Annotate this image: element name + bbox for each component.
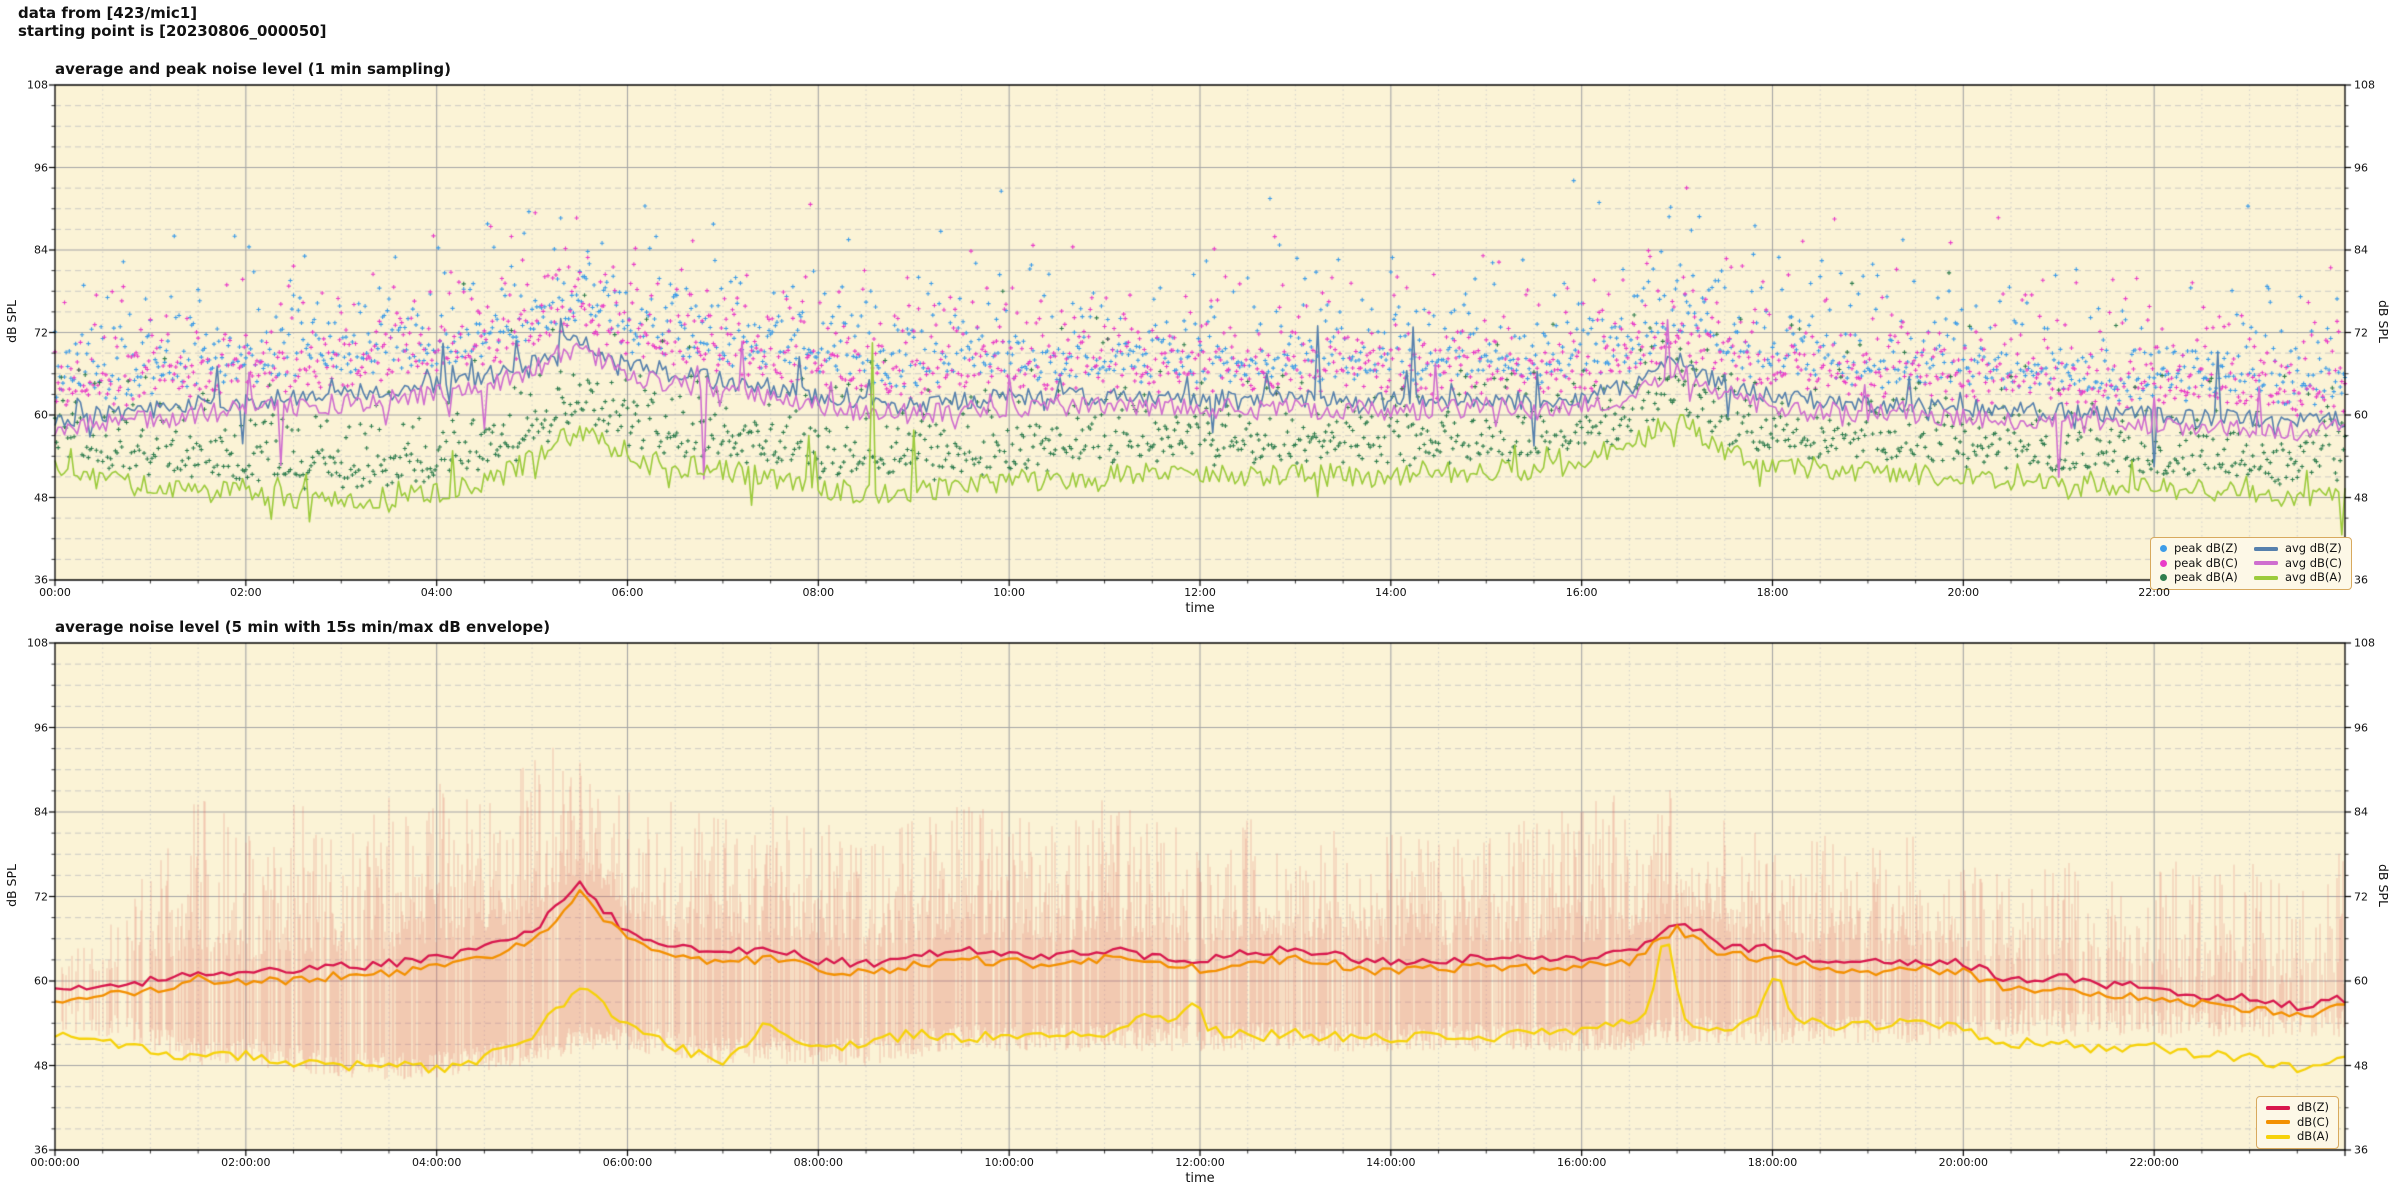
top-y-tick-label-right: 84 — [2354, 243, 2368, 257]
bottom-legend: dB(Z) dB(C) dB(A) — [2256, 1096, 2340, 1149]
legend-label: avg dB(Z) — [2284, 541, 2342, 555]
top-legend-entry: avg dB(Z) — [2253, 541, 2342, 556]
bottom-y-tick-label-left: 60 — [34, 974, 48, 988]
bottom-y-tick-label-right: 84 — [2354, 805, 2368, 819]
bottom-x-tick-label: 06:00:00 — [602, 1156, 653, 1169]
bottom-legend-column: dB(Z) dB(C) dB(A) — [2266, 1100, 2330, 1144]
bottom-legend-entry: dB(Z) — [2266, 1100, 2330, 1115]
top-x-tick-label: 00:00 — [39, 586, 71, 599]
top-legend-entry: avg dB(C) — [2253, 555, 2342, 571]
top-y-tick-label-right: 108 — [2354, 78, 2375, 92]
bottom-y-tick-label-right: 60 — [2354, 974, 2368, 988]
bottom-x-tick-label: 04:00:00 — [411, 1156, 462, 1169]
top-y-tick-label-right: 72 — [2354, 326, 2368, 339]
bottom-y-tick-label-left: 96 — [34, 721, 48, 734]
bottom-y-tick-label-left: 84 — [34, 805, 48, 819]
legend-label: dB(A) — [2297, 1129, 2330, 1143]
bottom-x-tick-label: 22:00:00 — [2129, 1156, 2179, 1169]
top-x-tick-label: 18:00 — [1756, 586, 1789, 599]
legend-label: dB(Z) — [2297, 1100, 2330, 1114]
bottom-x-tick-label: 16:00:00 — [1556, 1156, 1607, 1169]
top-legend-entry: avg dB(A) — [2253, 570, 2342, 585]
legend-label: avg dB(A) — [2284, 570, 2342, 584]
legend-label: avg dB(C) — [2284, 555, 2342, 570]
top-x-tick-label: 12:00 — [1184, 586, 1216, 599]
bottom-x-tick-label: 02:00:00 — [221, 1156, 271, 1169]
top-x-tick-label: 06:00 — [611, 586, 644, 599]
bottom-y-tick-label-right: 36 — [2354, 1143, 2368, 1157]
top-y-tick-label-right: 48 — [2354, 491, 2368, 504]
line-swatch-icon — [2253, 561, 2278, 566]
top-y-tick-label-left: 96 — [34, 161, 48, 174]
top-y-tick-label-right: 60 — [2354, 408, 2368, 422]
top-legend-entry: peak dB(A) — [2160, 570, 2238, 585]
top-x-tick-label: 08:00 — [802, 586, 835, 599]
top-y-tick-label-left: 108 — [27, 78, 48, 92]
top-y-tick-label-left: 60 — [34, 408, 48, 422]
line-swatch-icon — [2266, 1105, 2290, 1110]
bottom-x-axis-title: time — [1185, 1171, 1215, 1186]
top-x-tick-label: 14:00 — [1374, 586, 1407, 599]
bottom-y-tick-label-left: 48 — [34, 1059, 48, 1072]
top-x-axis-title: time — [1185, 601, 1215, 616]
legend-label: dB(C) — [2297, 1114, 2330, 1129]
scatter-marker-icon — [2160, 574, 2167, 582]
top-x-tick-label: 22:00 — [2138, 586, 2171, 599]
line-swatch-icon — [2253, 575, 2278, 580]
top-y-tick-label-left: 48 — [34, 491, 48, 504]
top-x-tick-label: 10:00 — [993, 586, 1026, 599]
bottom-y-tick-label-left: 36 — [34, 1143, 48, 1157]
header-line-2: starting point is [20230806_000050] — [18, 22, 327, 40]
bottom-x-tick-label: 08:00:00 — [793, 1156, 844, 1169]
bottom-x-tick-label: 00:00:00 — [30, 1156, 80, 1169]
top-chart-title: average and peak noise level (1 min samp… — [55, 60, 451, 78]
top-x-tick-label: 02:00 — [229, 586, 262, 599]
bottom-x-tick-label: 20:00:00 — [1938, 1156, 1989, 1169]
bottom-legend-entry: dB(A) — [2266, 1129, 2330, 1144]
bottom-x-tick-label: 18:00:00 — [1747, 1156, 1798, 1169]
legend-label: peak dB(Z) — [2174, 541, 2238, 555]
top-legend-scatter-column: peak dB(Z) peak dB(C) peak dB(A) — [2160, 541, 2238, 585]
line-swatch-icon — [2253, 546, 2278, 551]
scatter-marker-icon — [2160, 559, 2167, 567]
legend-label: peak dB(A) — [2174, 570, 2238, 584]
bottom-y-tick-label-left: 108 — [27, 636, 48, 650]
top-y-tick-label-left: 72 — [34, 326, 48, 339]
header-line-1: data from [423/mic1] — [18, 4, 198, 22]
top-legend-entry: peak dB(Z) — [2160, 541, 2238, 556]
legend-label: peak dB(C) — [2174, 555, 2238, 570]
line-swatch-icon — [2266, 1134, 2290, 1139]
top-y-tick-label-left: 84 — [34, 243, 48, 257]
bottom-y-tick-label-right: 108 — [2354, 636, 2375, 650]
bottom-y-tick-label-right: 96 — [2354, 721, 2368, 734]
top-x-tick-label: 04:00 — [420, 586, 453, 599]
top-x-tick-label: 16:00 — [1565, 586, 1598, 599]
top-legend-entry: peak dB(C) — [2160, 555, 2238, 571]
bottom-x-tick-label: 10:00:00 — [984, 1156, 1034, 1169]
top-x-tick-label: 20:00 — [1947, 586, 1980, 599]
top-legend: peak dB(Z) peak dB(C) peak dB(A) avg dB(Z) a… — [2150, 537, 2352, 590]
bottom-y-tick-label-right: 72 — [2354, 890, 2368, 903]
bottom-y-axis-title-right: dB SPL — [2376, 864, 2391, 907]
bottom-legend-entry: dB(C) — [2266, 1114, 2330, 1130]
bottom-x-tick-label: 12:00:00 — [1175, 1156, 1225, 1169]
top-y-tick-label-left: 36 — [34, 573, 48, 587]
bottom-chart-title: average noise level (5 min with 15s min/… — [55, 618, 551, 636]
bottom-y-tick-label-right: 48 — [2354, 1059, 2368, 1072]
top-y-axis-title-right: dB SPL — [2376, 300, 2391, 343]
bottom-y-tick-label-left: 72 — [34, 890, 48, 903]
line-swatch-icon — [2266, 1120, 2290, 1125]
top-y-tick-label-right: 36 — [2354, 573, 2368, 587]
top-legend-line-column: avg dB(Z) avg dB(C) avg dB(A) — [2253, 541, 2342, 585]
bottom-x-tick-label: 14:00:00 — [1366, 1156, 1416, 1169]
scatter-marker-icon — [2160, 545, 2167, 553]
top-y-tick-label-right: 96 — [2354, 161, 2368, 174]
